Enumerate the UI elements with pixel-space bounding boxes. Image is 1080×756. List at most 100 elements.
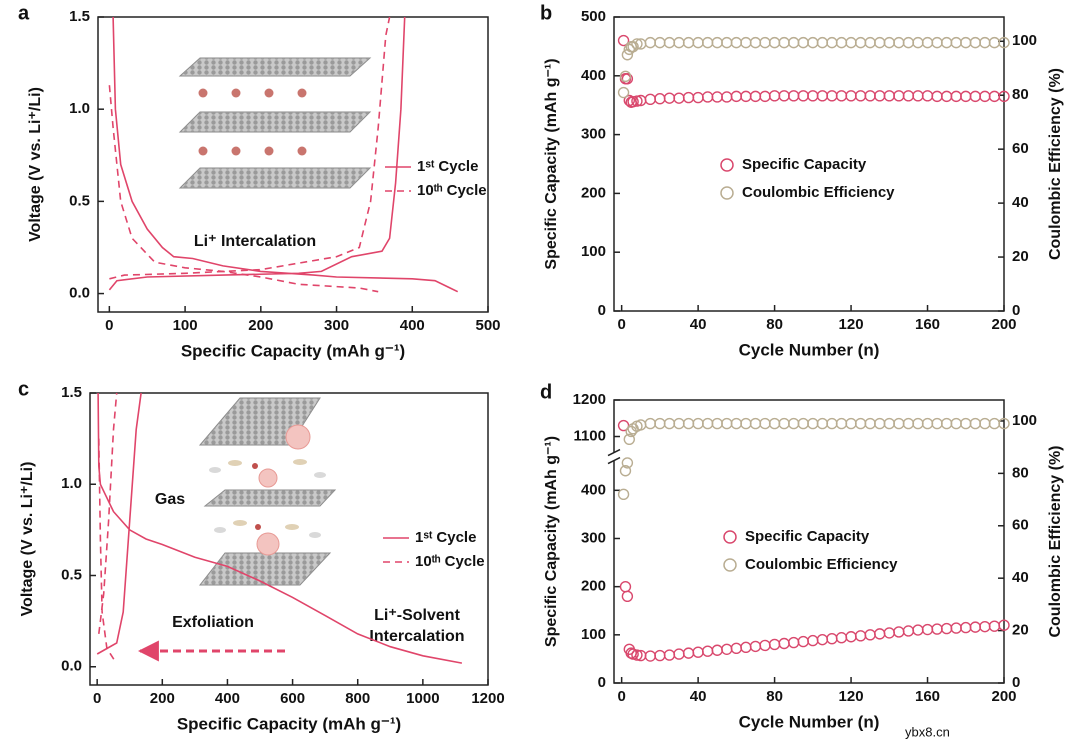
y-tick-label: 1100 (573, 427, 606, 444)
data-point (788, 36, 800, 49)
x-tick-label: 800 (345, 690, 370, 707)
y-tick-label: 200 (581, 184, 606, 201)
data-point (623, 433, 635, 446)
y-tick-label: 0 (598, 674, 606, 691)
data-point (778, 417, 790, 430)
x-tick-label: 500 (475, 317, 500, 334)
data-point (759, 417, 771, 430)
data-point (979, 90, 991, 103)
data-point (874, 628, 886, 640)
data-point (979, 417, 991, 430)
data-point (845, 631, 857, 643)
panel-label: c (18, 378, 29, 400)
data-point (826, 36, 838, 49)
data-point (931, 417, 943, 430)
x-tick-label: 200 (248, 317, 273, 334)
data-point (998, 619, 1010, 631)
data-point (797, 417, 809, 430)
x-axis-label: Cycle Number (n) (739, 712, 880, 731)
data-point (874, 417, 886, 430)
data-point (960, 621, 972, 634)
axis-break-gap (608, 452, 620, 461)
data-point (893, 90, 905, 102)
x-tick-label: 1000 (406, 690, 439, 707)
data-point (619, 70, 632, 83)
y2-tick-label: 100 (1012, 412, 1037, 429)
y2-tick-label: 40 (1012, 194, 1029, 211)
data-point (988, 90, 1001, 103)
data-point (654, 649, 666, 662)
legend-marker (720, 158, 734, 172)
data-point (998, 90, 1010, 103)
data-point (807, 90, 819, 102)
y-tick-label: 0.5 (61, 566, 82, 583)
x-tick-label: 120 (839, 316, 864, 333)
data-point (940, 90, 953, 103)
data-point (883, 417, 895, 430)
data-point (673, 417, 685, 430)
data-point (940, 622, 953, 635)
data-point (912, 417, 924, 430)
data-point (740, 417, 752, 430)
graphite-illustration (178, 57, 372, 189)
data-point (631, 649, 643, 661)
data-point (893, 626, 905, 638)
x-tick-label: 600 (280, 690, 305, 707)
legend-marker (720, 186, 734, 200)
legend-label: 10ᵗʰ Cycle (417, 182, 487, 199)
data-point (969, 417, 982, 430)
data-point (864, 36, 876, 49)
data-point (921, 90, 934, 102)
data-point (902, 36, 915, 49)
y-tick-label: 100 (581, 243, 606, 260)
data-point (835, 90, 848, 102)
data-point (979, 36, 991, 49)
data-point (797, 90, 809, 102)
y-axis-label: Voltage (V vs. Li⁺/Li) (19, 462, 36, 617)
data-point (845, 90, 857, 102)
annotation: Exfoliation (172, 614, 254, 631)
data-point (778, 36, 790, 49)
data-point (749, 90, 762, 103)
x-tick-label: 200 (991, 316, 1016, 333)
data-point (883, 90, 895, 102)
data-point (631, 38, 643, 50)
data-point (644, 36, 657, 49)
data-point (893, 36, 905, 49)
y-tick-label: 100 (581, 626, 606, 643)
watermark: ybx8.cn (905, 724, 950, 739)
data-point (940, 417, 953, 430)
y-tick-label: 1.5 (61, 384, 82, 401)
data-point (807, 417, 819, 430)
data-point (619, 580, 632, 593)
x-tick-label: 300 (324, 317, 349, 334)
data-point (701, 36, 714, 49)
data-point (988, 417, 1001, 430)
annotation: Li⁺-Solvent (374, 607, 460, 624)
y-axis-label: Specific Capacity (mAh g⁻¹) (543, 436, 560, 647)
legend-label: Coulombic Efficiency (742, 184, 895, 201)
data-point (778, 637, 790, 650)
data-point (654, 417, 666, 430)
y2-tick-label: 60 (1012, 140, 1029, 157)
y-axis-label: Specific Capacity (mAh g⁻¹) (543, 58, 560, 269)
legend-label: Specific Capacity (742, 156, 867, 173)
data-point (998, 36, 1010, 49)
legend-label: Coulombic Efficiency (745, 556, 898, 573)
data-point (692, 91, 704, 104)
data-point (854, 417, 867, 430)
annotation: Intercalation (369, 628, 464, 645)
plot-frame (97, 16, 489, 313)
data-point (921, 623, 934, 636)
data-point (902, 625, 915, 637)
x-tick-label: 40 (690, 316, 707, 333)
data-point (950, 90, 962, 103)
data-point (921, 36, 934, 49)
x-tick-label: 400 (215, 690, 240, 707)
data-point (921, 417, 934, 430)
x-tick-label: 0 (617, 316, 625, 333)
legend-label: Specific Capacity (745, 528, 870, 545)
x-axis-label: Specific Capacity (mAh g⁻¹) (181, 341, 405, 360)
data-point (721, 417, 733, 430)
data-point (682, 647, 695, 659)
